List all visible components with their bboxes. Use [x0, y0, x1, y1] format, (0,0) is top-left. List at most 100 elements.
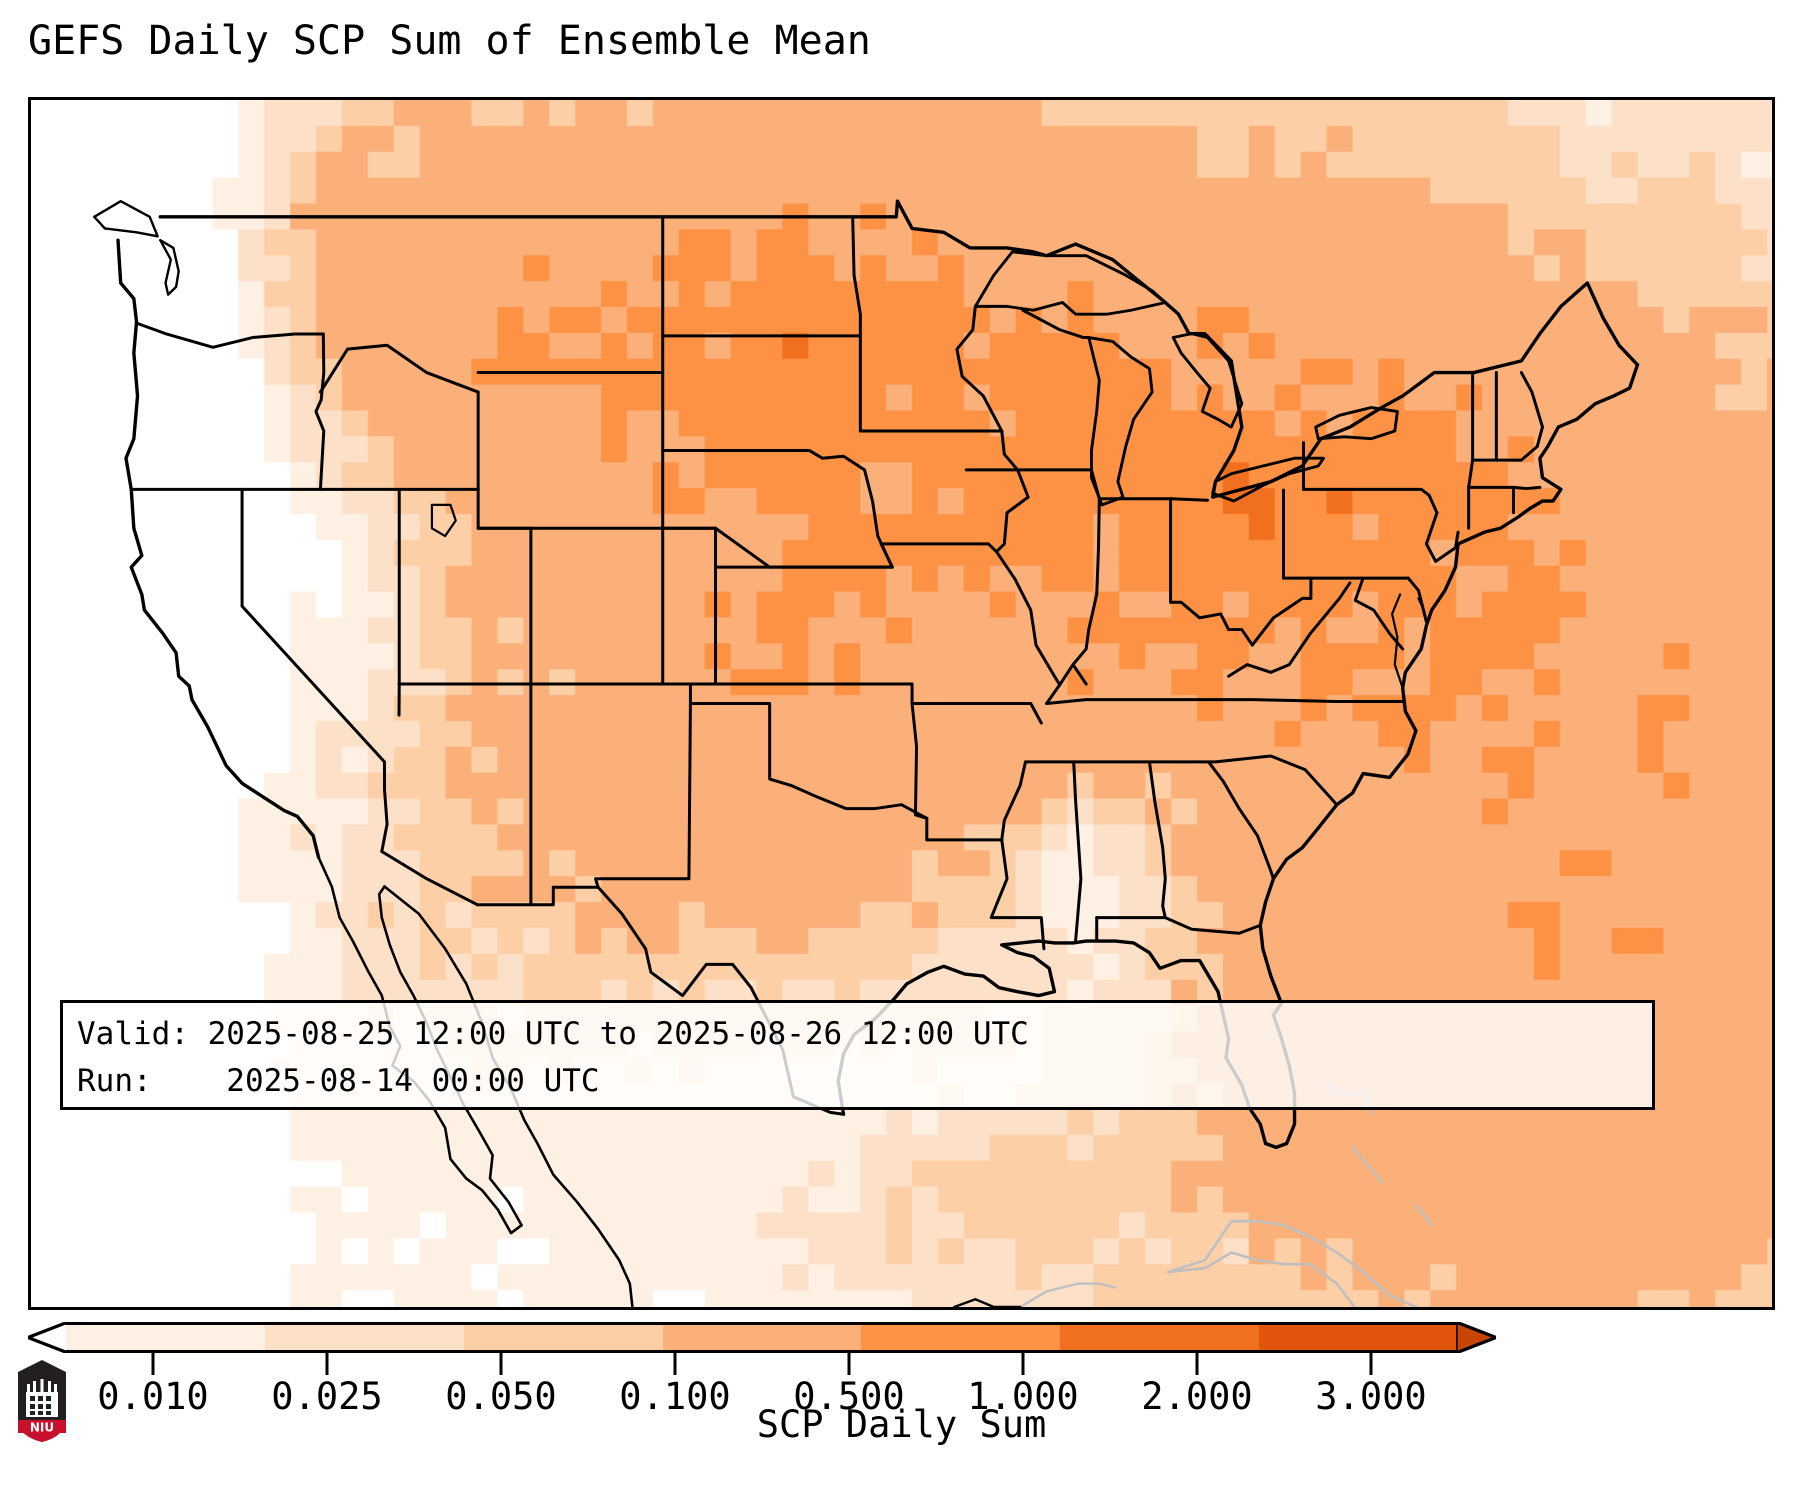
colorbar-segment-3 [662, 1325, 862, 1350]
state-line-ky-mo [1045, 683, 1062, 705]
state-line-md-de [1406, 576, 1428, 624]
state-line-ky-tn [1045, 698, 1202, 705]
colorbar-tick-0 [151, 1353, 155, 1375]
state-line-ms-la [989, 838, 1046, 951]
coastline-cuba [1166, 1220, 1420, 1307]
valid-time-line: Valid: 2025-08-25 12:00 UTC to 2025-08-2… [77, 1016, 1029, 1052]
coastline-yucatan [1018, 1282, 1117, 1307]
state-line-ms-al [1072, 760, 1083, 943]
state-line-mn-nd-sd [851, 215, 862, 433]
state-line-mi-oh [1169, 497, 1209, 502]
state-line-nc-sc [1182, 754, 1339, 807]
state-line-il-ia-mo [994, 468, 1062, 687]
coastline-gulf-mexico-south [953, 1298, 1022, 1307]
state-line-vt-nh-ma [1471, 444, 1539, 462]
colorbar-segment-2 [463, 1325, 663, 1350]
colorbar-tick-6 [1195, 1353, 1199, 1375]
border-az-mexico [380, 849, 480, 907]
coastline-pacific [116, 238, 321, 860]
state-line-tx-nm [594, 702, 692, 889]
valid-run-info-box: Valid: 2025-08-25 12:00 UTC to 2025-08-2… [60, 1000, 1655, 1110]
state-line-mn-wi [955, 304, 1004, 433]
state-line-wy-co-ne-ks [476, 526, 894, 569]
colorbar: 0.010 0.025 0.050 0.100 0.500 1.000 2.000 3.000 [28, 1322, 1775, 1418]
coastline-vancouver-island [93, 200, 159, 238]
state-line-va-wv [1227, 581, 1352, 678]
geography-boundaries-layer [93, 199, 1640, 1307]
state-line-wv-va-md [1250, 576, 1313, 647]
coastline-gulf-and-florida [836, 923, 1297, 1150]
state-line-wi-mi [1021, 308, 1091, 340]
page-title: GEFS Daily SCP Sum of Ensemble Mean [28, 18, 871, 64]
coastline-bahamas-east [1414, 1204, 1433, 1227]
state-line-wi-ia [1000, 429, 1020, 472]
state-line-nh-me [1519, 371, 1544, 448]
colorbar-tick-label-4: 0.500 [793, 1375, 905, 1418]
colorbar-axis-label: SCP Daily Sum [756, 1403, 1047, 1446]
colorbar-tick-7 [1369, 1353, 1373, 1375]
state-line-ca-nv-az [240, 487, 386, 791]
state-line-id-mt [318, 343, 480, 394]
state-line-ut-wy-co [476, 487, 533, 686]
colorbar-tick-label-6: 2.000 [1141, 1375, 1253, 1418]
colorbar-tick-label-3: 0.100 [619, 1375, 731, 1418]
colorbar-tick-label-2: 0.050 [445, 1375, 557, 1418]
state-line-il-ky-ext [1071, 663, 1088, 686]
state-line-wa-or [135, 321, 325, 349]
state-line-ca-az [380, 787, 389, 853]
chesapeake-bay [1391, 593, 1404, 689]
colorbar-segment-1 [264, 1325, 464, 1350]
colorbar-segment-5 [1060, 1325, 1260, 1350]
niu-logo[interactable]: NIU [14, 1358, 70, 1444]
state-line-oh-ky-wv [1169, 600, 1254, 647]
colorbar-segment-0 [66, 1325, 265, 1350]
colorbar-tick-5 [1021, 1353, 1025, 1375]
colorbar-tick-1 [325, 1353, 329, 1375]
colorbar-segment-4 [861, 1325, 1061, 1350]
map-axes[interactable] [28, 97, 1775, 1310]
colorbar-gradient [66, 1322, 1458, 1353]
lake-michigan [1087, 336, 1154, 507]
lake-huron [1171, 332, 1244, 429]
state-line-ok-ar [910, 702, 929, 820]
state-line-md-va-potomac [1353, 576, 1405, 651]
state-line-mo-ar [910, 702, 1043, 725]
colorbar-over-arrow-icon [1456, 1322, 1496, 1353]
state-line-va-nc [1198, 698, 1405, 704]
colorbar-segment-6 [1259, 1325, 1458, 1350]
coastline-mexico-west [383, 885, 634, 1307]
coastline-bahamas-andros [1351, 1146, 1383, 1184]
state-line-ok-tx [688, 702, 929, 820]
lake-ontario [1314, 406, 1399, 441]
colorbar-under-arrow-icon [28, 1322, 68, 1353]
colorbar-ticks [66, 1353, 1458, 1375]
colorbar-tick-4 [847, 1353, 851, 1375]
run-time-line: Run: 2025-08-14 00:00 UTC [77, 1063, 600, 1099]
border-az-nm-mexico [476, 885, 555, 907]
colorbar-tick-3 [673, 1353, 677, 1375]
state-line-pa-ny [1302, 487, 1439, 515]
state-line-al-ga [1147, 760, 1167, 920]
colorbar-tick-label-1: 0.025 [271, 1375, 383, 1418]
border-canada-49th-parallel [158, 199, 900, 219]
lake-superior [973, 250, 1180, 316]
state-line-ga-al-fl [1095, 916, 1262, 935]
state-line-ne-ia-mo [863, 468, 894, 569]
state-line-sd-ne [661, 448, 867, 472]
state-line-ny-ma [1467, 371, 1542, 491]
state-line-ga-sc [1207, 760, 1275, 881]
state-line-ia-mo [879, 542, 998, 554]
border-canada-great-lakes [895, 199, 1323, 499]
colorbar-tick-label-5: 1.000 [967, 1375, 1079, 1418]
colorbar-tick-labels: 0.010 0.025 0.050 0.100 0.500 1.000 2.000 3.000 [66, 1375, 1458, 1421]
state-line-nj [1424, 511, 1460, 563]
coastline-puget-sound [159, 239, 180, 296]
niu-logo-text: NIU [30, 1421, 54, 1435]
colorbar-tick-label-0: 0.010 [97, 1375, 209, 1418]
lake-erie [1211, 456, 1325, 503]
state-line-ar-ms [1000, 760, 1027, 842]
border-canada-northeast [1319, 281, 1640, 441]
colorbar-tick-label-7: 3.000 [1315, 1375, 1427, 1418]
great-salt-lake [430, 503, 457, 538]
